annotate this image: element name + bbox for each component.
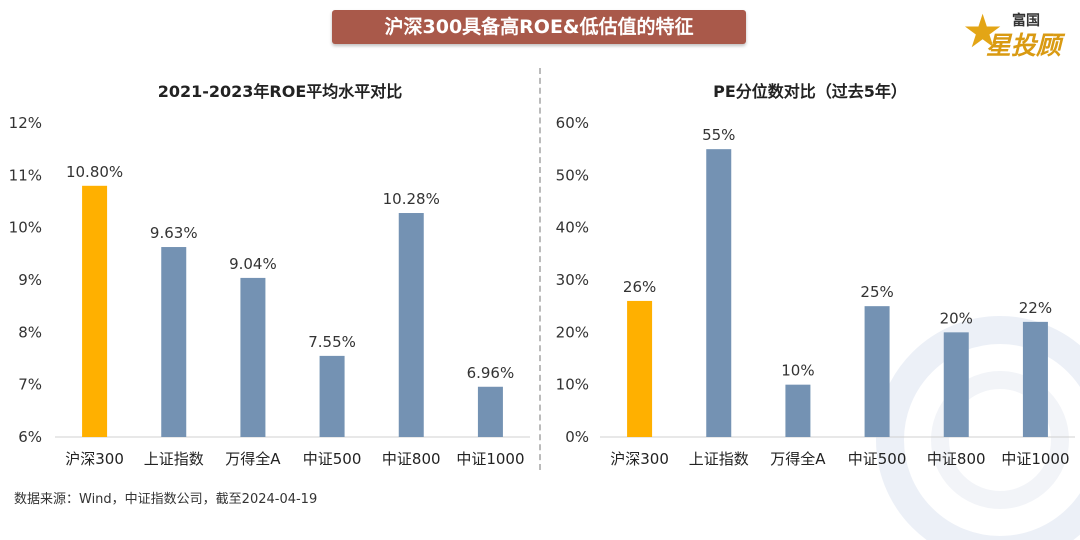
roe-y-tick-label: 12% [9, 114, 42, 132]
pe-y-tick-label: 40% [556, 219, 589, 237]
logo-big-text: 星投顾 [986, 31, 1062, 60]
pe-bar [627, 300, 653, 437]
roe-category-label: 沪深300 [65, 450, 124, 468]
roe-bar [477, 386, 503, 437]
roe-data-label: 10.28% [383, 190, 440, 208]
pe-bar-chart: 0% 10% 20% 30% 40% 50% 60% 26% 沪深300 55% 上证指数 10% 万得… [556, 114, 1075, 468]
pe-y-tick-label: 10% [556, 376, 589, 394]
roe-y-tick-label: 9% [18, 271, 42, 289]
pe-chart-title: PE分位数对比（过去5年） [713, 82, 907, 101]
roe-bar-chart: 6% 7% 8% 9% 10% 11% 12% 10.80% 沪深300 9.63% 上证指数 9.0… [9, 114, 530, 468]
pe-data-label: 55% [702, 126, 735, 144]
pe-data-label: 20% [940, 309, 973, 327]
roe-bar [398, 213, 424, 437]
pe-y-tick-label: 20% [556, 323, 589, 341]
pe-category-label: 万得全A [770, 450, 826, 468]
brand-logo: ★ 富国 星投顾 [962, 4, 1074, 60]
roe-data-label: 7.55% [308, 333, 356, 351]
pe-data-label: 26% [623, 278, 656, 296]
pe-bar [864, 306, 890, 437]
roe-y-tick-label: 6% [18, 428, 42, 446]
panel-divider [539, 68, 541, 470]
roe-category-label: 万得全A [225, 450, 281, 468]
roe-chart-title: 2021-2023年ROE平均水平对比 [157, 82, 403, 101]
pe-category-label: 中证500 [848, 450, 907, 468]
roe-bar [161, 247, 187, 437]
roe-data-label: 10.80% [66, 163, 123, 181]
pe-bar [943, 332, 969, 437]
pe-category-label: 沪深300 [610, 450, 669, 468]
roe-y-tick-label: 8% [18, 323, 42, 341]
pe-category-label: 中证1000 [1001, 450, 1069, 468]
pe-bar [706, 149, 732, 437]
roe-y-tick-label: 10% [9, 219, 42, 237]
pe-data-label: 10% [781, 362, 814, 380]
star-icon: ★ [962, 4, 1004, 58]
watermark-logo [876, 316, 1080, 540]
pe-category-label: 上证指数 [689, 450, 749, 468]
roe-data-label: 9.63% [150, 224, 198, 242]
pe-y-tick-label: 60% [556, 114, 589, 132]
pe-y-tick-label: 0% [565, 428, 589, 446]
roe-category-label: 中证1000 [456, 450, 524, 468]
roe-data-label: 9.04% [229, 255, 277, 273]
roe-bar [319, 355, 345, 437]
chart-banner-title: 沪深300具备高ROE&低估值的特征 [332, 10, 746, 44]
pe-bar [1022, 321, 1048, 437]
logo-small-text: 富国 [1012, 13, 1040, 29]
roe-category-label: 上证指数 [144, 450, 204, 468]
roe-data-label: 6.96% [467, 364, 515, 382]
pe-bar [785, 384, 811, 437]
pe-data-label: 25% [860, 283, 893, 301]
roe-bar [240, 277, 266, 437]
pe-category-label: 中证800 [927, 450, 986, 468]
roe-category-label: 中证800 [382, 450, 441, 468]
pe-y-tick-label: 30% [556, 271, 589, 289]
data-source-note: 数据来源：Wind，中证指数公司，截至2024-04-19 [14, 492, 318, 507]
roe-bar [82, 185, 108, 437]
roe-y-tick-label: 7% [18, 376, 42, 394]
roe-category-label: 中证500 [303, 450, 362, 468]
roe-y-tick-label: 11% [9, 166, 42, 184]
pe-y-tick-label: 50% [556, 166, 589, 184]
pe-data-label: 22% [1019, 299, 1052, 317]
